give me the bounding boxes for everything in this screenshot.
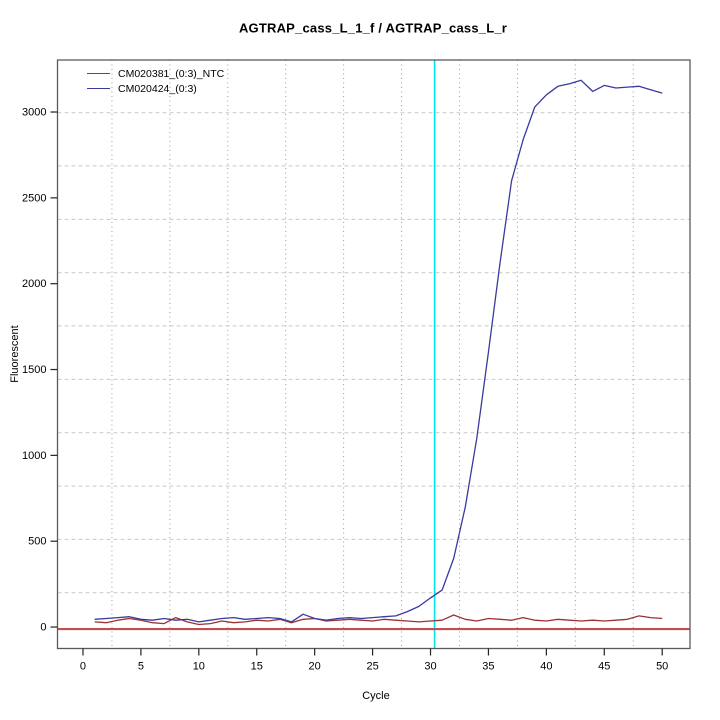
y-tick-label: 2000 [22,278,46,290]
y-tick-label: 1500 [22,364,46,376]
y-tick-label: 1000 [22,450,46,462]
x-tick-label: 20 [309,661,321,673]
y-tick-label: 500 [28,536,46,548]
legend: CM020381_(0:3)_NTC CM020424_(0:3) [87,66,224,96]
x-tick-label: 50 [656,661,668,673]
x-tick-label: 40 [540,661,552,673]
x-tick-label: 5 [138,661,144,673]
y-tick-label: 3000 [22,107,46,119]
x-tick-label: 30 [424,661,436,673]
sample-line-swatch [87,88,110,89]
series-line-1 [94,79,663,623]
y-tick-label: 2500 [22,192,46,204]
x-tick-label: 15 [251,661,263,673]
ntc-line-swatch [87,73,110,74]
y-tick-label: 0 [40,622,46,634]
legend-label-ntc: CM020381_(0:3)_NTC [118,67,225,80]
x-axis-label: Cycle [362,690,390,702]
x-tick-label: 45 [598,661,610,673]
x-tick-label: 35 [482,661,494,673]
plot-border [56,59,691,650]
x-tick-label: 10 [193,661,205,673]
x-tick-label: 25 [366,661,378,673]
legend-label-sample: CM020424_(0:3) [118,82,197,95]
series-line-0 [94,614,663,626]
legend-item-sample: CM020424_(0:3) [87,81,224,96]
legend-item-ntc: CM020381_(0:3)_NTC [87,66,224,81]
chart-title: AGTRAP_cass_L_1_f / AGTRAP_cass_L_r [238,20,508,36]
x-tick-label: 0 [80,661,86,673]
